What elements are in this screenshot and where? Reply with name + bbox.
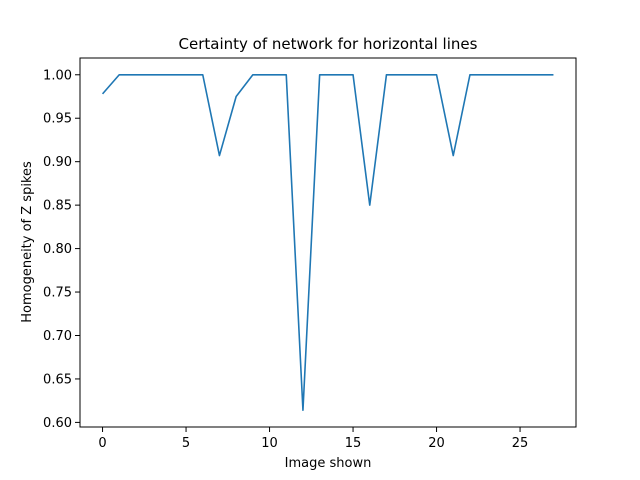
x-axis-ticks: 0 5 10 15 20 25 bbox=[98, 427, 528, 451]
y-tick-label: 0.95 bbox=[43, 112, 72, 127]
y-tick-label: 1.00 bbox=[43, 68, 72, 83]
x-tick-label: 5 bbox=[182, 436, 190, 451]
y-tick-label: 0.65 bbox=[43, 372, 72, 387]
series-line bbox=[101, 73, 554, 412]
chart-title: Certainty of network for horizontal line… bbox=[179, 35, 478, 53]
y-tick-label: 0.85 bbox=[43, 199, 72, 214]
y-axis-ticks: 0.60 0.65 0.70 0.75 0.80 0.85 0.90 0.95 1.00 bbox=[43, 68, 80, 431]
series-layer bbox=[101, 73, 554, 412]
y-tick-label: 0.60 bbox=[43, 416, 72, 431]
x-tick-label: 25 bbox=[512, 436, 529, 451]
x-axis-label: Image shown bbox=[285, 456, 372, 471]
x-tick-label: 20 bbox=[428, 436, 445, 451]
y-tick-label: 0.75 bbox=[43, 286, 72, 301]
y-axis-label: Homogeneity of Z spikes bbox=[20, 161, 35, 323]
y-tick-label: 0.90 bbox=[43, 155, 72, 170]
y-tick-label: 0.80 bbox=[43, 242, 72, 257]
x-tick-label: 0 bbox=[98, 436, 106, 451]
y-tick-label: 0.70 bbox=[43, 329, 72, 344]
x-tick-label: 15 bbox=[345, 436, 362, 451]
plot-area-frame bbox=[79, 57, 577, 428]
x-tick-label: 10 bbox=[261, 436, 278, 451]
